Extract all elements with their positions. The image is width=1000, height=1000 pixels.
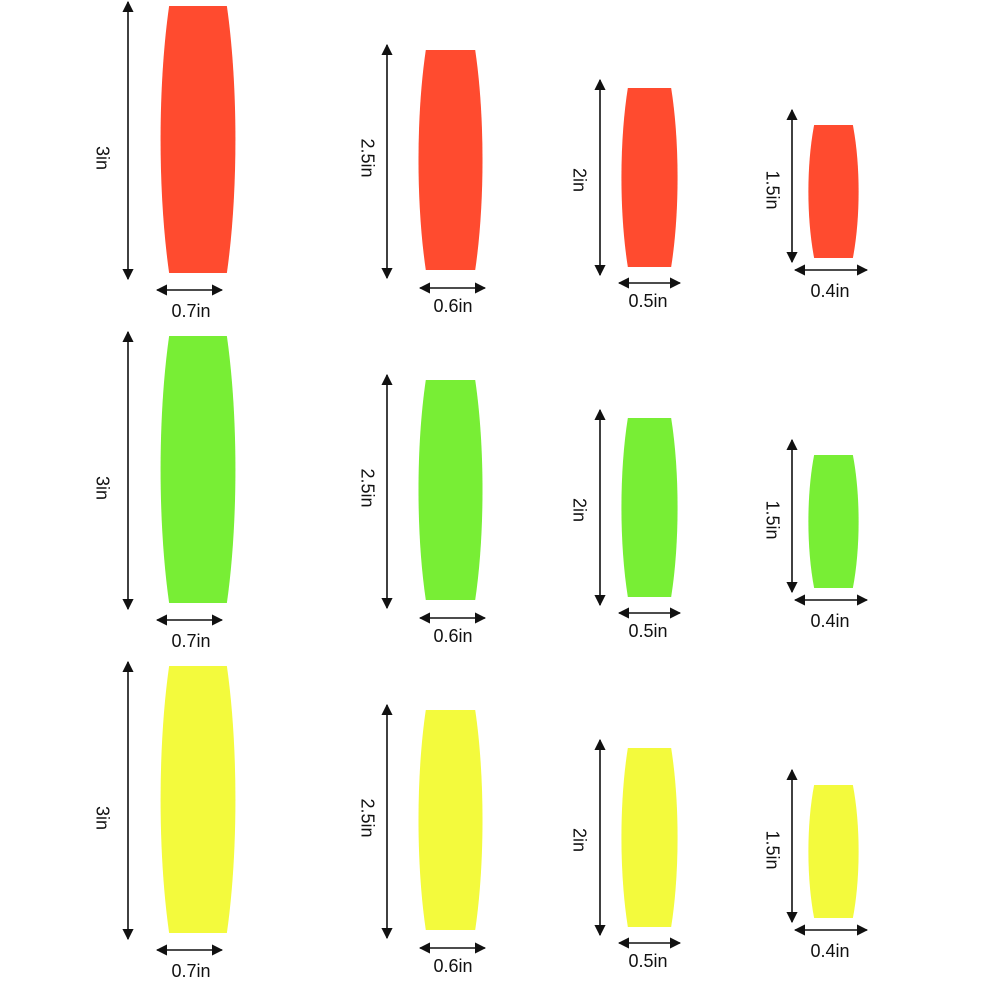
float-shape (418, 380, 483, 600)
width-label: 0.6in (433, 626, 472, 646)
float-shape (621, 418, 678, 597)
height-label: 2.5in (357, 468, 377, 507)
width-label: 0.6in (433, 296, 472, 316)
height-label: 2.5in (357, 798, 377, 837)
float-shape (808, 455, 859, 588)
width-label: 0.4in (810, 281, 849, 301)
width-label: 0.5in (628, 951, 667, 971)
width-label: 0.5in (628, 621, 667, 641)
float-shape (808, 125, 859, 258)
width-label: 0.4in (810, 611, 849, 631)
float-shape (160, 666, 236, 933)
float-shape (621, 88, 678, 267)
float-item: 3in 0.7in (92, 0, 236, 321)
height-label: 2.5in (357, 138, 377, 177)
width-label: 0.7in (171, 961, 210, 981)
float-shape (160, 6, 236, 273)
width-label: 0.6in (433, 956, 472, 976)
float-shape (808, 785, 859, 918)
height-label: 2in (569, 168, 589, 192)
float-item: 1.5in 0.4in (762, 768, 869, 961)
height-label: 3in (92, 476, 112, 500)
width-label: 0.5in (628, 291, 667, 311)
float-item: 2in 0.5in (569, 408, 682, 641)
height-label: 2in (569, 828, 589, 852)
float-item: 2in 0.5in (569, 78, 682, 311)
float-shape (418, 50, 483, 270)
width-label: 0.4in (810, 941, 849, 961)
height-label: 2in (569, 498, 589, 522)
float-item: 2.5in 0.6in (357, 43, 487, 316)
float-shape (621, 748, 678, 927)
height-label: 3in (92, 806, 112, 830)
float-shape (418, 710, 483, 930)
float-item: 1.5in 0.4in (762, 438, 869, 631)
height-label: 1.5in (762, 500, 782, 539)
float-item: 2.5in 0.6in (357, 703, 487, 976)
float-item: 3in 0.7in (92, 330, 236, 651)
height-label: 1.5in (762, 170, 782, 209)
height-label: 1.5in (762, 830, 782, 869)
float-item: 1.5in 0.4in (762, 108, 869, 301)
width-label: 0.7in (171, 631, 210, 651)
width-label: 0.7in (171, 301, 210, 321)
float-item: 2in 0.5in (569, 738, 682, 971)
float-item: 3in 0.7in (92, 660, 236, 981)
float-shape (160, 336, 236, 603)
height-label: 3in (92, 146, 112, 170)
float-item: 2.5in 0.6in (357, 373, 487, 646)
